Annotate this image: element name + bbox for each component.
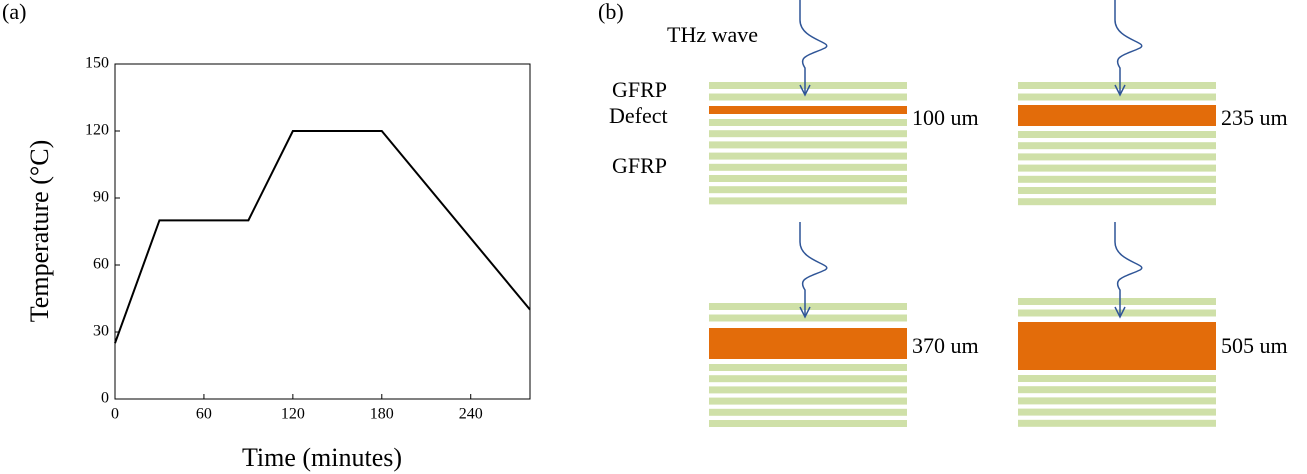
y-tick-label: 120 <box>85 122 109 139</box>
layer <box>1018 198 1216 206</box>
defect-label: Defect <box>609 103 668 128</box>
layer <box>709 119 907 126</box>
thickness-label: 235 um <box>1221 105 1288 130</box>
thickness-label: 505 um <box>1221 333 1288 358</box>
layer <box>709 386 907 394</box>
x-tick-label: 60 <box>196 406 212 423</box>
defect <box>709 328 907 359</box>
layer <box>1018 93 1216 101</box>
layer <box>1018 131 1216 138</box>
layer-label: GFRP <box>612 153 667 178</box>
arrowhead <box>799 84 811 97</box>
layer <box>709 141 907 149</box>
layer <box>1018 142 1216 150</box>
layer <box>1018 386 1216 394</box>
panel-label: (b) <box>598 0 624 24</box>
layer <box>1018 298 1216 305</box>
layer <box>709 82 907 89</box>
layer <box>1018 153 1216 161</box>
layer <box>709 420 907 427</box>
arrowhead <box>1114 84 1126 97</box>
layer <box>1018 397 1216 405</box>
y-tick-label: 0 <box>101 390 109 407</box>
layer <box>1018 419 1216 427</box>
layer <box>1018 175 1216 183</box>
layer <box>709 163 907 171</box>
x-tick-label: 0 <box>111 406 119 423</box>
y-axis-label: Temperature (°C) <box>25 140 54 323</box>
layer <box>709 303 907 310</box>
layer <box>1018 309 1216 317</box>
defect <box>709 106 907 114</box>
layer-label: GFRP <box>612 77 667 102</box>
panel-label: (a) <box>2 0 26 24</box>
x-tick-label: 180 <box>370 406 394 423</box>
line <box>114 130 531 344</box>
layer <box>1018 187 1216 194</box>
plot-frame <box>114 63 531 400</box>
x-tick-label: 120 <box>281 406 305 423</box>
x-tick-label: 240 <box>459 406 483 423</box>
layer <box>709 364 907 371</box>
defect <box>1018 322 1216 370</box>
layer <box>709 408 907 416</box>
layer <box>1018 164 1216 172</box>
wave <box>1114 0 1143 94</box>
layer <box>709 375 907 383</box>
y-tick-label: 60 <box>93 256 109 273</box>
layer <box>709 314 907 322</box>
layer <box>709 397 907 405</box>
layer <box>709 186 907 194</box>
defect <box>1018 105 1216 126</box>
layer <box>1018 82 1216 89</box>
y-tick-label: 90 <box>93 189 109 206</box>
arrowhead <box>799 306 811 319</box>
y-tick-label: 150 <box>85 55 109 72</box>
wave <box>799 222 828 316</box>
layer <box>709 197 907 205</box>
layer <box>709 130 907 138</box>
thickness-label: 100 um <box>912 105 979 130</box>
x-axis-label: Time (minutes) <box>242 443 402 472</box>
wave <box>1114 222 1143 316</box>
layer <box>709 152 907 160</box>
layer <box>1018 408 1216 416</box>
y-tick-label: 30 <box>93 323 109 340</box>
arrowhead <box>1114 306 1126 319</box>
wave <box>799 0 828 94</box>
layer <box>709 93 907 101</box>
layer <box>709 175 907 182</box>
diagram: 100 um 235 um 370 um 505 um <box>709 0 1288 427</box>
wave-label: THz wave <box>667 22 758 47</box>
layer <box>1018 375 1216 382</box>
thickness-label: 370 um <box>912 333 979 358</box>
